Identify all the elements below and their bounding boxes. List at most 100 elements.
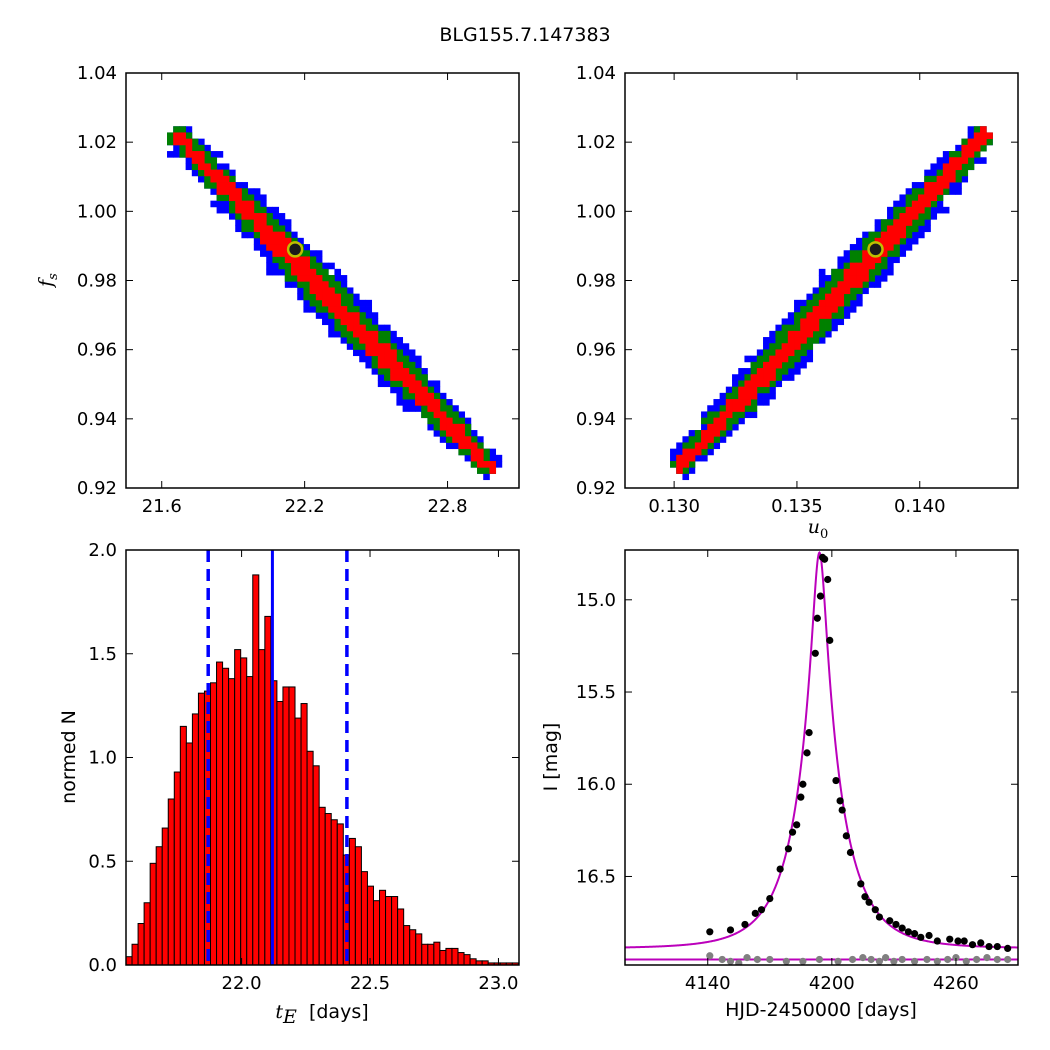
contour-outer-cell: [291, 231, 298, 239]
histogram-bar: [469, 958, 477, 965]
contour-outer-cell: [856, 237, 863, 245]
light-curve-ticks: 4140 4200 4260 15.0 15.5 16.0 16.5: [576, 550, 1018, 994]
contour-inner-cell: [868, 262, 876, 270]
contour-inner-cell: [781, 355, 789, 363]
contour-outer-cell: [359, 299, 366, 307]
contour-outer-cell: [763, 343, 770, 350]
contour-middle-cell: [427, 417, 435, 425]
contour-outer-cell: [241, 231, 249, 239]
contour-inner-cell: [812, 306, 820, 313]
contour-outer-cell: [899, 200, 907, 208]
contour-middle-cell: [707, 417, 714, 425]
y-tick-label: 0.98: [576, 271, 616, 292]
contour-outer-cell: [402, 405, 410, 412]
contour-inner-cell: [191, 151, 199, 158]
residual-point: [753, 955, 761, 964]
contour-middle-cell: [210, 182, 218, 189]
contour-middle-cell: [800, 312, 807, 319]
contour-inner-cell: [346, 312, 354, 319]
contour-inner-cell: [812, 312, 820, 319]
x-tick-label: 4260: [933, 973, 979, 994]
contour-inner-cell: [756, 368, 764, 375]
contour-middle-cell: [868, 268, 876, 276]
contour-outer-cell: [738, 374, 745, 381]
contour-inner-cell: [439, 423, 447, 431]
contour-inner-cell: [800, 318, 807, 326]
contour-outer-cell: [359, 306, 366, 313]
histogram-bar: [445, 947, 453, 965]
contour-inner-cell: [477, 461, 484, 468]
contour-outer-cell: [849, 306, 857, 313]
contour-outer-cell: [725, 430, 733, 437]
contour-middle-cell: [806, 343, 814, 350]
histogram-bar: [216, 661, 224, 965]
tE-histogram-ticks: 22.0 22.5 23.0 0.0 0.5 1.0 1.5 2.0: [88, 540, 519, 994]
data-point: [861, 893, 869, 901]
contour-middle-cell: [179, 151, 187, 158]
contour-inner-cell: [309, 268, 317, 276]
contour-middle-cell: [303, 293, 311, 301]
contour-middle-cell: [973, 126, 981, 133]
contour-middle-cell: [315, 299, 323, 307]
contour-outer-cell: [856, 244, 863, 251]
y-tick-label: 1.02: [576, 132, 616, 153]
contour-middle-cell: [452, 411, 459, 419]
contour-middle-cell: [433, 392, 441, 400]
contour-outer-cell: [322, 318, 329, 326]
contour-outer-cell: [489, 448, 497, 456]
contour-middle-cell: [266, 219, 273, 226]
residual-point: [973, 955, 981, 964]
contour-inner-cell: [191, 157, 199, 164]
histogram-bar: [246, 676, 254, 965]
data-point: [842, 832, 850, 840]
contour-outer-cell: [756, 399, 764, 406]
contour-inner-cell: [272, 244, 280, 251]
contour-inner-cell: [744, 399, 752, 406]
contour-middle-cell: [707, 442, 714, 450]
contour-inner-cell: [794, 343, 801, 350]
contour-outer-cell: [942, 151, 950, 158]
contour-outer-cell: [936, 206, 944, 214]
contour-middle-cell: [732, 386, 739, 394]
contour-inner-cell: [806, 330, 814, 338]
contour-outer-cell: [973, 157, 981, 164]
histogram-bar: [330, 819, 338, 965]
contour-inner-cell: [713, 423, 721, 431]
contour-inner-cell: [297, 256, 304, 264]
contour-outer-cell: [216, 163, 224, 171]
contour-inner-cell: [825, 306, 832, 313]
histogram-bar: [288, 686, 296, 965]
contour-inner-cell: [719, 423, 727, 431]
contour-inner-cell: [694, 448, 702, 456]
contour-inner-cell: [837, 287, 845, 295]
contour-middle-cell: [328, 281, 335, 288]
contour-inner-cell: [297, 262, 304, 270]
contour-inner-cell: [260, 213, 267, 220]
contour-middle-cell: [309, 293, 317, 301]
contour-middle-cell: [477, 467, 484, 474]
contour-middle-cell: [439, 430, 447, 437]
data-point: [757, 906, 766, 914]
contour-inner-cell: [775, 349, 783, 357]
contour-inner-cell: [229, 188, 236, 195]
contour-inner-cell: [955, 157, 962, 164]
contour-middle-cell: [241, 194, 249, 202]
contour-outer-cell: [309, 250, 317, 257]
contour-inner-cell: [291, 262, 298, 270]
contour-middle-cell: [377, 330, 385, 338]
contour-middle-cell: [315, 306, 323, 313]
contour-inner-cell: [831, 293, 838, 301]
contour-inner-cell: [396, 361, 404, 369]
contour-inner-cell: [303, 256, 311, 264]
contour-middle-cell: [868, 275, 876, 282]
contour-inner-cell: [973, 132, 981, 140]
contour-outer-cell: [930, 163, 938, 171]
contour-middle-cell: [353, 306, 360, 313]
contour-middle-cell: [769, 380, 776, 388]
contour-inner-cell: [315, 287, 323, 295]
contour-outer-cell: [433, 386, 441, 394]
contour-outer-cell: [763, 392, 770, 400]
panel-light-curve: 4140 4200 4260 15.0 15.5 16.0 16.5 HJD-2450000…: [540, 549, 1019, 1021]
contour-inner-cell: [402, 368, 410, 375]
contour-outer-cell: [334, 268, 342, 276]
